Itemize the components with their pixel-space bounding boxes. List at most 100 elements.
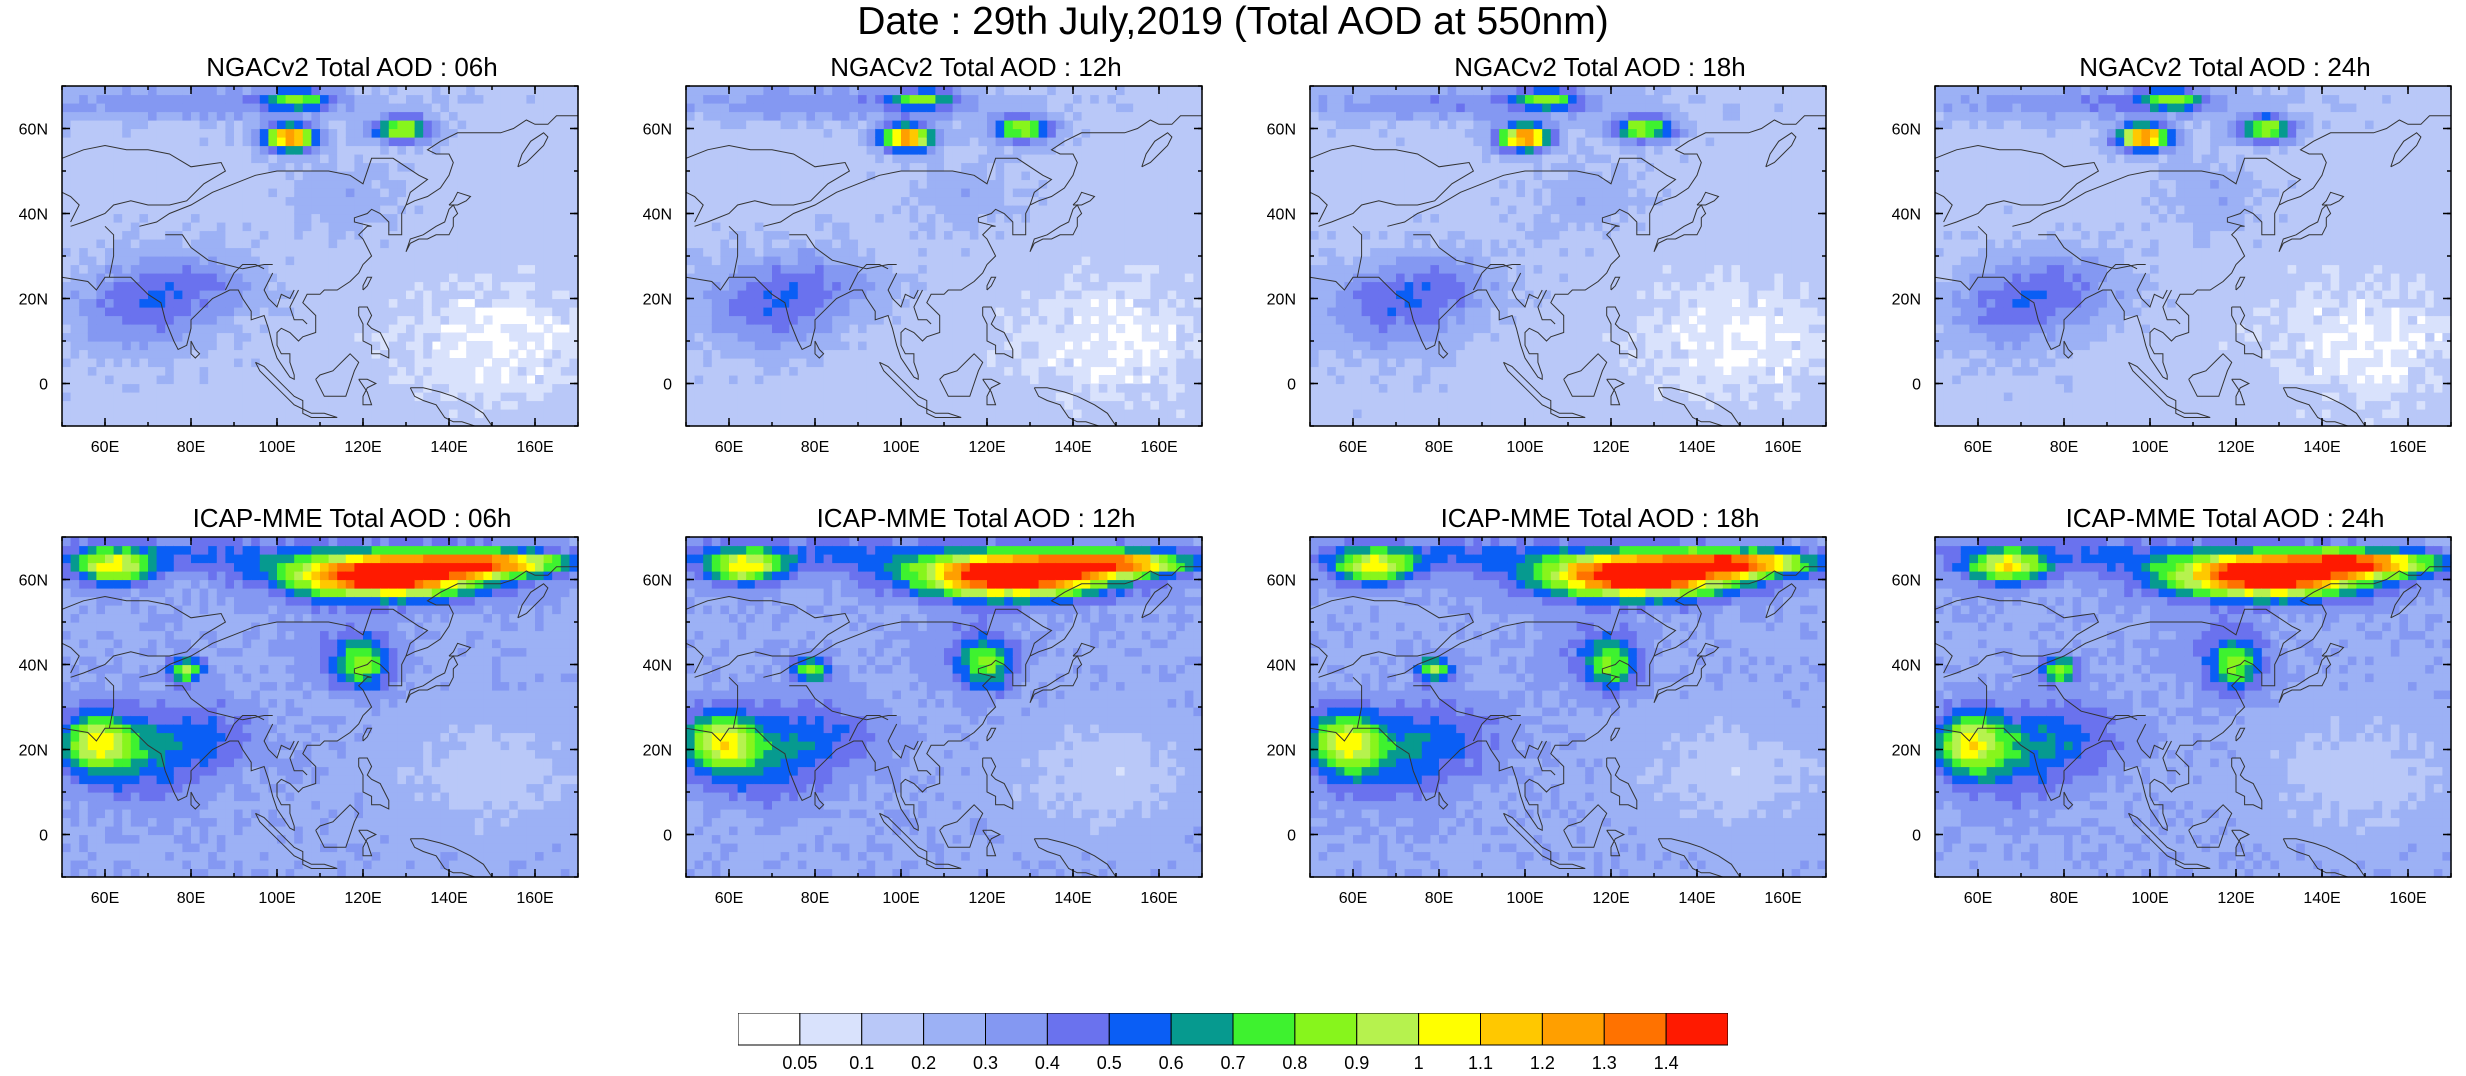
colorbar-swatch (800, 1013, 862, 1045)
colorbar-swatch (1666, 1013, 1728, 1045)
lon-tick-label: 60E (1339, 890, 1367, 907)
lon-tick-label: 80E (1425, 890, 1453, 907)
lon-tick-label: 140E (1054, 890, 1091, 907)
aod-field (62, 537, 579, 878)
colorbar-swatch (1357, 1013, 1419, 1045)
colorbar-label: 1 (1414, 1053, 1424, 1071)
colorbar-label: 0.4 (1035, 1053, 1060, 1071)
lon-tick-label: 100E (882, 890, 919, 907)
lat-tick-label: 0 (39, 377, 48, 394)
lat-tick-label: 20N (1892, 292, 1921, 309)
lon-tick-label: 120E (968, 439, 1005, 456)
lat-tick-label: 0 (1287, 377, 1296, 394)
lon-tick-label: 80E (177, 890, 205, 907)
lon-tick-label: 80E (1425, 439, 1453, 456)
colorbar-label: 0.3 (973, 1053, 998, 1071)
lon-tick-label: 100E (258, 439, 295, 456)
lon-tick-label: 120E (1592, 890, 1629, 907)
lon-tick-label: 140E (2303, 439, 2340, 456)
colorbar-label: 0.9 (1344, 1053, 1369, 1071)
lat-tick-label: 40N (19, 207, 48, 224)
lat-tick-label: 60N (19, 122, 48, 139)
lon-tick-label: 160E (1140, 890, 1177, 907)
lat-tick-label: 40N (1892, 658, 1921, 675)
colorbar-swatch (862, 1013, 924, 1045)
lat-tick-label: 0 (1287, 828, 1296, 845)
lon-tick-label: 60E (715, 439, 743, 456)
lon-tick-label: 120E (344, 890, 381, 907)
lat-tick-label: 0 (1912, 377, 1921, 394)
lon-tick-label: 120E (1592, 439, 1629, 456)
colorbar-swatch (1047, 1013, 1109, 1045)
lon-tick-label: 60E (1339, 439, 1367, 456)
colorbar-swatch (924, 1013, 986, 1045)
lon-tick-label: 60E (715, 890, 743, 907)
lat-tick-label: 60N (1892, 573, 1921, 590)
lat-tick-label: 60N (1892, 122, 1921, 139)
lon-tick-label: 100E (1506, 890, 1543, 907)
lat-tick-label: 20N (1267, 292, 1296, 309)
lat-tick-label: 60N (1267, 122, 1296, 139)
lat-tick-label: 0 (663, 377, 672, 394)
aod-field (1310, 537, 1827, 878)
colorbar-swatch (1604, 1013, 1666, 1045)
colorbar-swatch (1542, 1013, 1604, 1045)
colorbar-label: 1.2 (1530, 1053, 1555, 1071)
aod-field (1310, 86, 1827, 427)
colorbar-label: 1.4 (1654, 1053, 1679, 1071)
lon-tick-label: 140E (2303, 890, 2340, 907)
colorbar-swatch (1481, 1013, 1543, 1045)
aod-field (686, 537, 1203, 878)
lat-tick-label: 60N (643, 122, 672, 139)
lon-tick-label: 80E (177, 439, 205, 456)
colorbar-label: 1.1 (1468, 1053, 1493, 1071)
lat-tick-label: 40N (1892, 207, 1921, 224)
lon-tick-label: 80E (801, 890, 829, 907)
lat-tick-label: 20N (643, 292, 672, 309)
lon-tick-label: 160E (1764, 890, 1801, 907)
lon-tick-label: 60E (1964, 439, 1992, 456)
lon-tick-label: 120E (968, 890, 1005, 907)
lon-tick-label: 140E (430, 439, 467, 456)
colorbar-label: 1.3 (1592, 1053, 1617, 1071)
lat-tick-label: 60N (1267, 573, 1296, 590)
lat-tick-label: 40N (19, 658, 48, 675)
lat-tick-label: 60N (643, 573, 672, 590)
lon-tick-label: 100E (258, 890, 295, 907)
lon-tick-label: 60E (91, 890, 119, 907)
lon-tick-label: 120E (2217, 890, 2254, 907)
colorbar-label: 0.8 (1282, 1053, 1307, 1071)
lon-tick-label: 140E (1054, 439, 1091, 456)
colorbar-label: 0.1 (849, 1053, 874, 1071)
colorbar-swatch (1233, 1013, 1295, 1045)
colorbar-label: 0.2 (911, 1053, 936, 1071)
lon-tick-label: 160E (2389, 890, 2426, 907)
colorbar-label: 0.7 (1220, 1053, 1245, 1071)
lat-tick-label: 40N (643, 658, 672, 675)
colorbar-swatch (1419, 1013, 1481, 1045)
colorbar-label: 0.5 (1097, 1053, 1122, 1071)
lon-tick-label: 80E (801, 439, 829, 456)
colorbar-swatch (1295, 1013, 1357, 1045)
lon-tick-label: 140E (1678, 890, 1715, 907)
lon-tick-label: 100E (2131, 890, 2168, 907)
colorbar-label: 0.6 (1159, 1053, 1184, 1071)
